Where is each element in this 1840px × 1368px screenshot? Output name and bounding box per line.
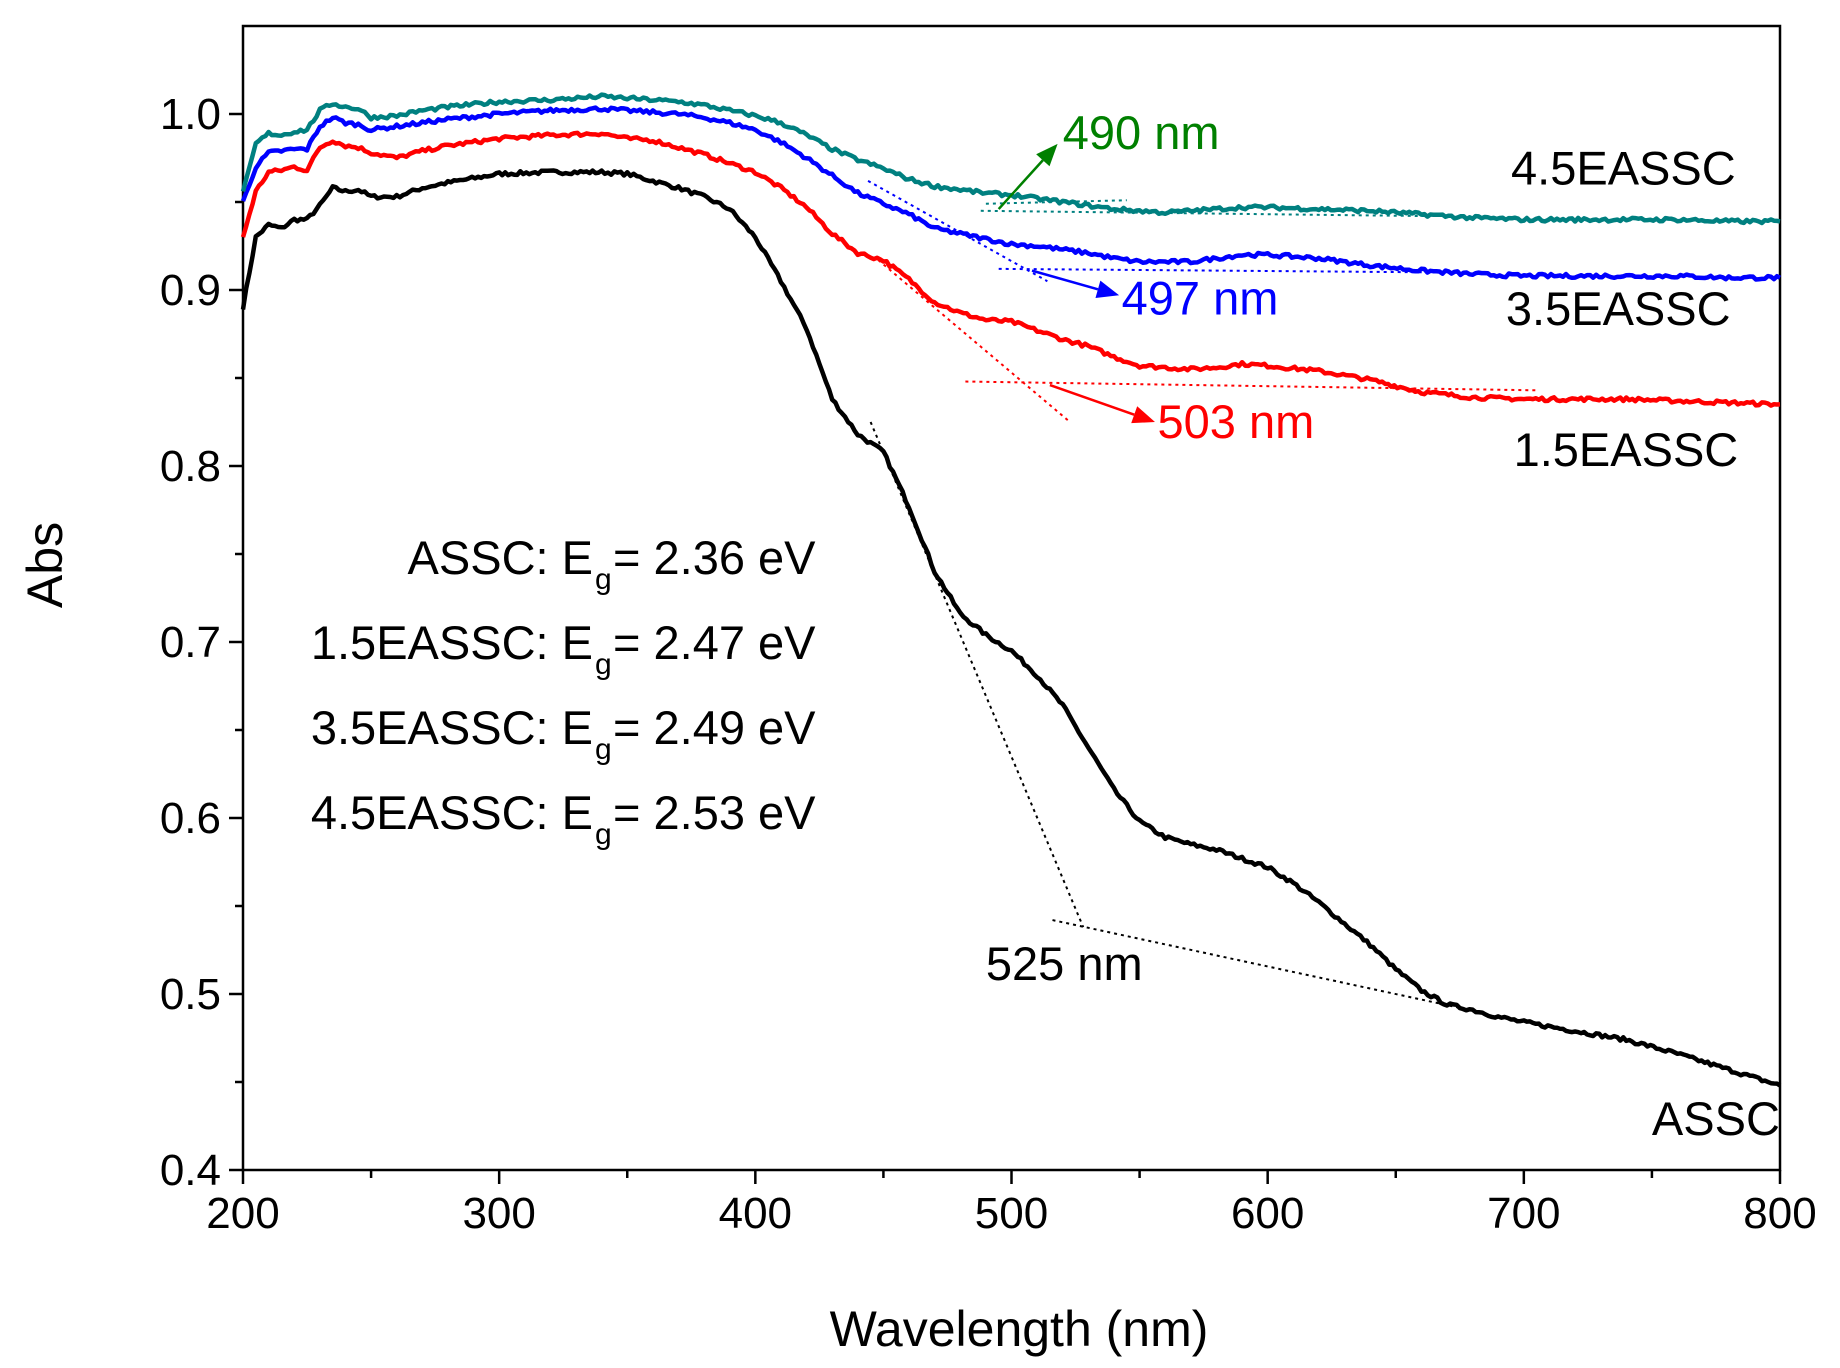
axis-tick-labels: 200 300 400 500 600 700 800 0.4 0.5 0.6 0.7 0.8 0.9 1… xyxy=(160,90,1817,1238)
bandgap-value: = 2.53 eV xyxy=(613,786,816,839)
bandgap-value: = 2.47 eV xyxy=(613,616,816,669)
bandgap-value: = 2.36 eV xyxy=(613,531,816,584)
x-tick-label: 300 xyxy=(462,1189,535,1238)
arrow-shaft xyxy=(997,159,1044,210)
series-label: 1.5EASSC xyxy=(1514,423,1739,476)
series-line xyxy=(240,92,1781,226)
arrow-head xyxy=(1036,143,1058,167)
series-label: 3.5EASSC xyxy=(1506,282,1731,335)
series-label: 4.5EASSC xyxy=(1511,141,1736,194)
series-line xyxy=(240,130,1781,408)
arrow-head xyxy=(1131,406,1155,424)
bandgap-label: ASSC: E xyxy=(408,531,593,584)
bandgap-label: 4.5EASSC: E xyxy=(311,786,593,839)
x-tick-label: 800 xyxy=(1743,1189,1816,1238)
x-tick-label: 700 xyxy=(1487,1189,1560,1238)
x-tick-label: 500 xyxy=(975,1189,1048,1238)
wavelength-annotation: 490 nm xyxy=(1063,106,1220,159)
y-tick-label: 0.9 xyxy=(160,266,221,315)
x-axis-label: Wavelength (nm) xyxy=(830,1301,1209,1357)
bandgap-subscript: g xyxy=(595,563,612,596)
y-tick-label: 1.0 xyxy=(160,90,221,139)
annotation-arrows xyxy=(997,143,1155,424)
chart-labels: 490 nm 497 nm 503 nm 525 nm 4.5EASSC 3.5EASSC… xyxy=(986,106,1780,1145)
tangent-line xyxy=(877,259,1069,422)
wavelength-annotation: 497 nm xyxy=(1122,272,1279,325)
y-tick-label: 0.5 xyxy=(160,970,221,1019)
y-tick-label: 0.6 xyxy=(160,794,221,843)
x-tick-label: 400 xyxy=(719,1189,792,1238)
tangent-line xyxy=(980,209,1427,218)
series-label: ASSC xyxy=(1652,1092,1780,1145)
tangent-line xyxy=(965,380,1537,392)
arrow-shaft xyxy=(1049,383,1135,416)
series-line xyxy=(240,168,1782,1088)
arrow-head xyxy=(1095,280,1120,298)
x-tick-label: 200 xyxy=(206,1189,279,1238)
axis-ticks xyxy=(229,112,1782,1184)
bandgap-value: = 2.49 eV xyxy=(613,701,816,754)
arrow-shaft xyxy=(1031,269,1099,291)
bandgap-label: 1.5EASSC: E xyxy=(311,616,593,669)
y-tick-label: 0.4 xyxy=(160,1146,221,1195)
series-line xyxy=(240,105,1782,282)
bandgap-subscript: g xyxy=(595,733,612,766)
wavelength-annotation: 503 nm xyxy=(1158,395,1315,448)
data-series xyxy=(240,92,1782,1088)
bandgap-subscript: g xyxy=(595,818,612,851)
y-tick-label: 0.8 xyxy=(160,442,221,491)
bandgap-label: 3.5EASSC: E xyxy=(311,701,593,754)
wavelength-annotation: 525 nm xyxy=(986,937,1143,990)
y-tick-label: 0.7 xyxy=(160,618,221,667)
x-tick-label: 600 xyxy=(1231,1189,1304,1238)
bandgap-subscript: g xyxy=(595,648,612,681)
y-axis-label: Abs xyxy=(17,522,73,608)
